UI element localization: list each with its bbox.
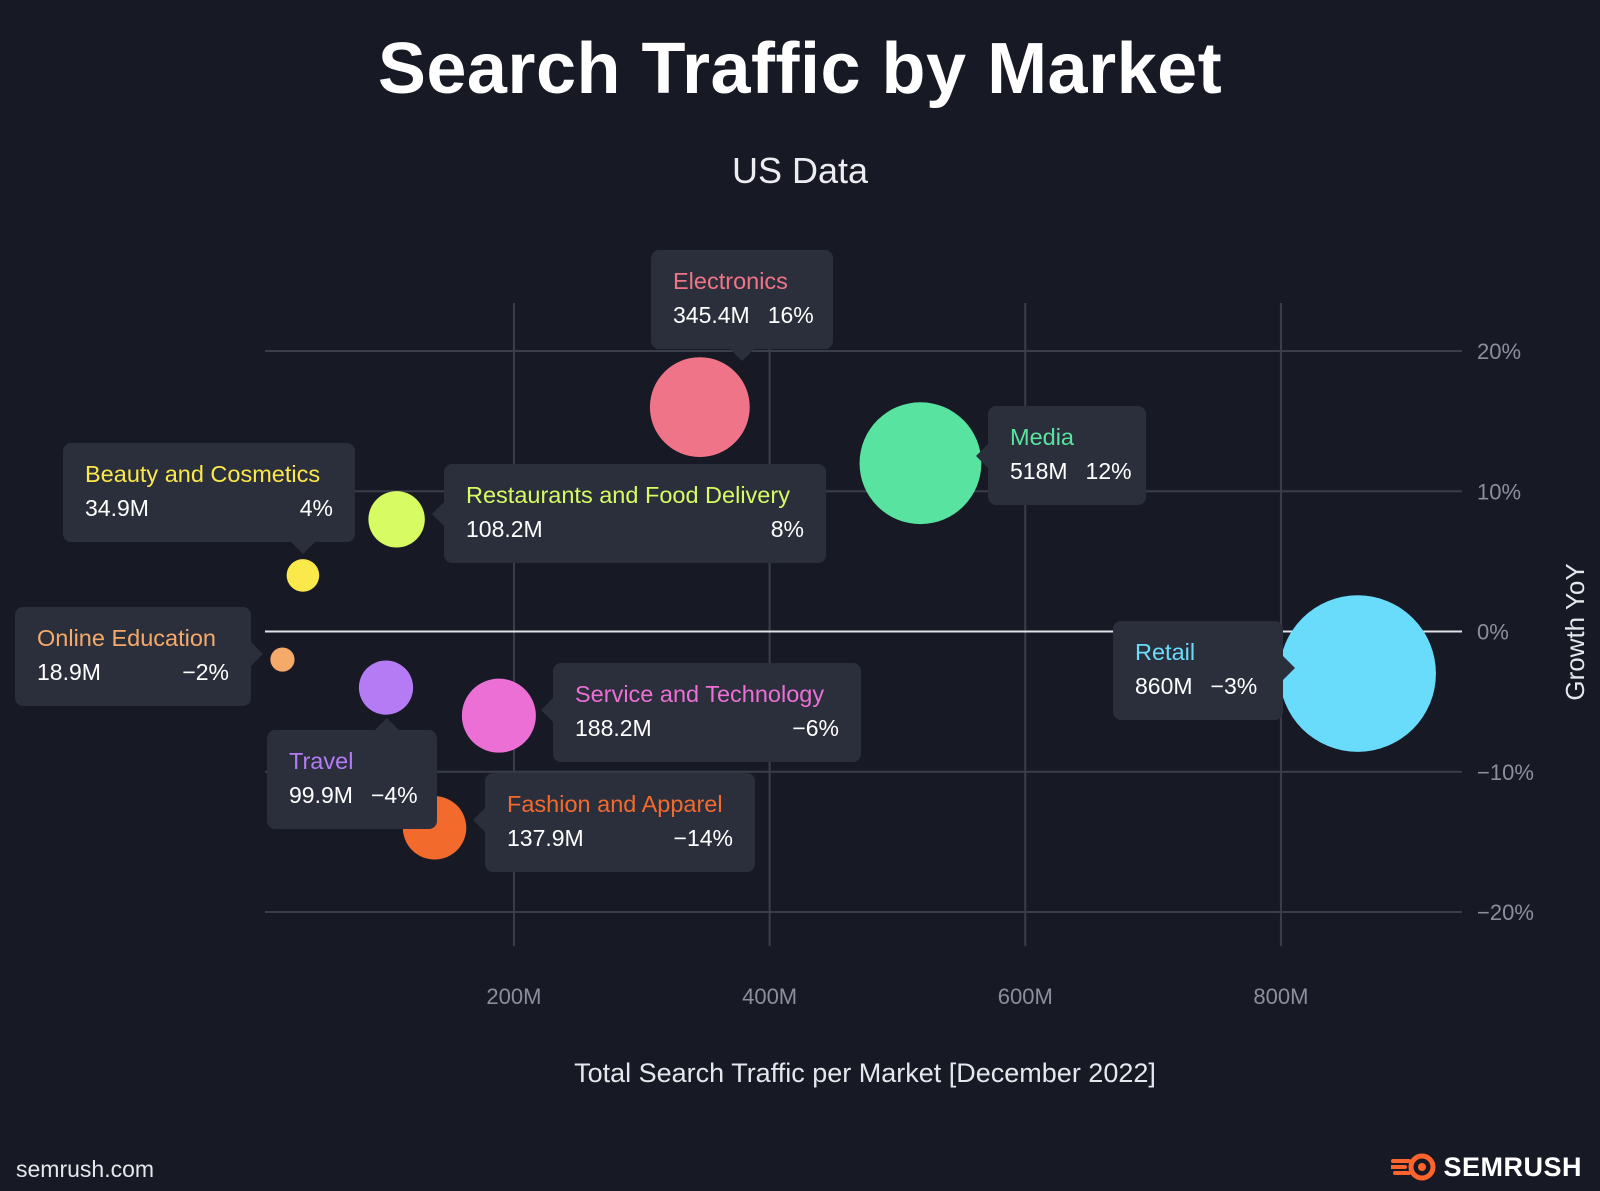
tooltip-category-name: Service and Technology <box>575 681 825 707</box>
bubble-media[interactable] <box>859 402 982 525</box>
tooltip-growth-value: 16% <box>767 302 814 328</box>
tooltip-growth-value: 4% <box>299 495 333 521</box>
x-tick-label: 400M <box>742 984 797 1009</box>
tooltip-category-name: Online Education <box>37 625 216 651</box>
tooltip-category-name: Media <box>1010 424 1075 450</box>
tooltip-online-education: Online Education 18.9M −2% <box>15 607 263 706</box>
source-site: semrush.com <box>16 1156 155 1182</box>
y-tick-label: 10% <box>1477 479 1521 504</box>
bubble-electronics[interactable] <box>649 357 750 457</box>
bubble-online-education[interactable] <box>270 647 295 672</box>
x-tick-label: 200M <box>486 984 541 1009</box>
tooltip-travel: Travel 99.9M −4% <box>267 718 437 829</box>
tooltip-traffic-value: 18.9M <box>37 659 101 685</box>
y-tick-label: −20% <box>1477 900 1534 925</box>
logo-text: SEMRUSH <box>1443 1151 1582 1182</box>
tooltip-beauty-and-cosmetics: Beauty and Cosmetics 34.9M 4% <box>63 443 355 554</box>
tooltip-growth-value: −14% <box>673 825 733 851</box>
tooltip-category-name: Fashion and Apparel <box>507 791 723 817</box>
bubble-beauty-and-cosmetics[interactable] <box>286 559 320 592</box>
tooltip-retail: Retail 860M −3% <box>1113 621 1295 720</box>
chart-title: Search Traffic by Market <box>377 29 1223 109</box>
y-tick-label: 0% <box>1477 620 1509 645</box>
tooltip-service-and-technology: Service and Technology 188.2M −6% <box>541 663 861 762</box>
tooltip-category-name: Travel <box>289 748 354 774</box>
tooltip-growth-value: −2% <box>182 659 229 685</box>
tooltip-growth-value: −6% <box>792 715 839 741</box>
tooltip-growth-value: −3% <box>1210 673 1258 699</box>
y-tick-label: 20% <box>1477 339 1521 364</box>
tooltip-category-name: Restaurants and Food Delivery <box>466 482 790 508</box>
y-tick-label: −10% <box>1477 760 1534 785</box>
y-axis-label: Growth YoY <box>1560 563 1590 700</box>
tooltip-traffic-value: 137.9M <box>507 825 584 851</box>
tooltip-traffic-value: 860M <box>1135 673 1193 699</box>
tooltip-growth-value: 12% <box>1085 458 1132 484</box>
tooltip-fashion-and-apparel: Fashion and Apparel 137.9M −14% <box>473 773 755 872</box>
bubble-service-and-technology[interactable] <box>461 678 536 753</box>
tooltip-traffic-value: 34.9M <box>85 495 149 521</box>
tooltip-electronics: Electronics 345.4M 16% <box>651 250 833 361</box>
semrush-flame-icon <box>1391 1153 1436 1181</box>
tooltip-traffic-value: 188.2M <box>575 715 652 741</box>
tooltip-category-name: Electronics <box>673 268 788 294</box>
x-tick-label: 800M <box>1253 984 1308 1009</box>
x-axis-label: Total Search Traffic per Market [Decembe… <box>574 1058 1156 1088</box>
tooltip-media: Media 518M 12% <box>976 406 1146 505</box>
tooltip-restaurants-and-food-delivery: Restaurants and Food Delivery 108.2M 8% <box>432 464 826 563</box>
bubble-restaurants-and-food-delivery[interactable] <box>368 491 425 548</box>
bubble-retail[interactable] <box>1279 595 1436 752</box>
tooltip-growth-value: −4% <box>370 782 418 808</box>
tooltip-traffic-value: 345.4M <box>673 302 750 328</box>
brand-logo: SEMRUSH <box>1391 1150 1582 1184</box>
tooltip-growth-value: 8% <box>770 516 804 542</box>
tooltip-category-name: Beauty and Cosmetics <box>85 461 321 487</box>
tooltip-traffic-value: 99.9M <box>289 782 353 808</box>
tooltip-traffic-value: 108.2M <box>466 516 543 542</box>
x-tick-label: 600M <box>998 984 1053 1009</box>
tooltip-category-name: Retail <box>1135 639 1196 665</box>
chart-subtitle: US Data <box>731 150 869 191</box>
bubble-travel[interactable] <box>358 660 414 715</box>
tooltip-traffic-value: 518M <box>1010 458 1068 484</box>
